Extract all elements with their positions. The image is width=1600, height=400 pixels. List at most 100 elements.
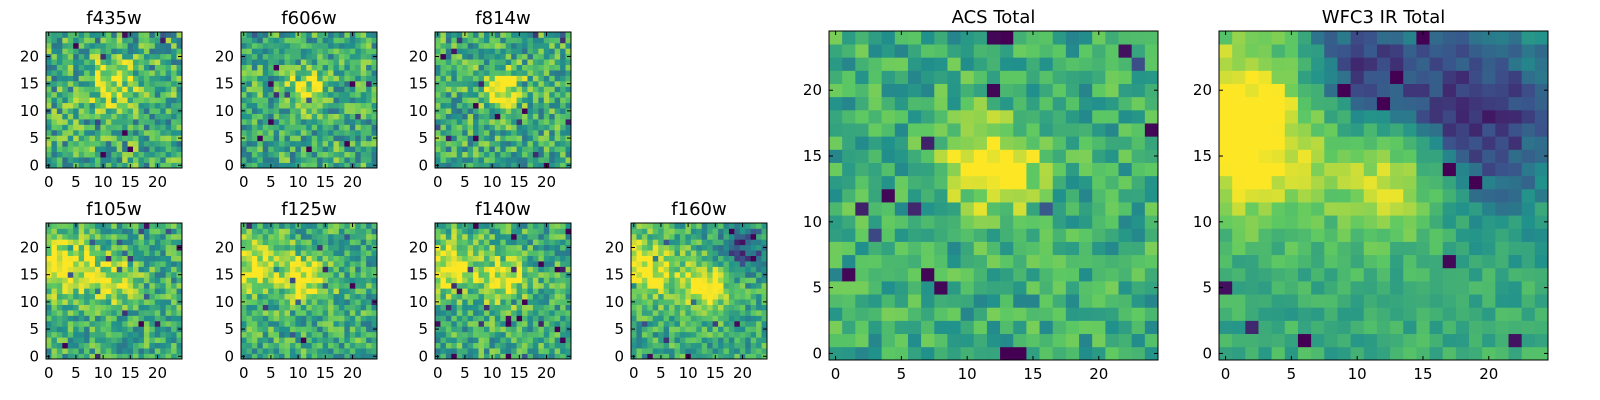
heatmap-cell (435, 342, 441, 349)
heatmap-cell (500, 277, 507, 284)
heatmap-cell (344, 233, 351, 240)
heatmap-cell (56, 113, 63, 120)
heatmap-cell (371, 59, 378, 65)
heatmap-cell (344, 342, 351, 349)
heatmap-cell (306, 233, 313, 240)
heatmap-cell (636, 282, 643, 289)
axes-frame (434, 31, 572, 169)
heatmap-cell (273, 135, 280, 142)
heatmap-cell (273, 304, 280, 311)
heatmap-cell (462, 299, 468, 305)
heatmap-cell (257, 75, 264, 82)
heatmap-cell (241, 119, 247, 125)
heatmap-cell (116, 151, 123, 158)
heatmap-cell (516, 157, 523, 163)
heatmap-cell (306, 113, 313, 120)
heatmap-cell (631, 288, 637, 295)
heatmap-cell (73, 70, 79, 76)
heatmap-cell (328, 157, 334, 163)
heatmap-cell (690, 310, 697, 316)
heatmap-cell (516, 266, 523, 273)
heatmap-cell (289, 113, 296, 120)
heatmap-cell (829, 228, 843, 242)
heatmap-cell (947, 228, 961, 242)
heatmap-cell (360, 124, 367, 131)
heatmap-cell (344, 70, 351, 76)
heatmap-cell (500, 331, 507, 338)
heatmap-cell (246, 304, 253, 311)
heatmap-cell (355, 304, 362, 311)
heatmap-cell (78, 86, 85, 93)
heatmap-cell (322, 119, 329, 125)
heatmap-cell (89, 135, 96, 142)
heatmap-cell (549, 124, 556, 131)
heatmap-cell (494, 239, 501, 246)
heatmap-cell (549, 86, 556, 93)
heatmap-cell (62, 277, 69, 284)
heatmap-cell (105, 348, 112, 354)
heatmap-cell (279, 140, 285, 147)
heatmap-cell (306, 64, 313, 71)
heatmap-cell (51, 244, 58, 251)
heatmap-cell (527, 261, 534, 267)
heatmap-cell (143, 288, 150, 295)
heatmap-cell (527, 299, 534, 305)
heatmap-cell (647, 315, 654, 322)
heatmap-cell (538, 162, 545, 169)
heatmap-cell (84, 261, 90, 267)
heatmap-cell (111, 102, 118, 109)
heatmap-cell (317, 233, 323, 240)
heatmap-cell (262, 326, 269, 333)
heatmap-cell (171, 119, 177, 125)
heatmap-cell (284, 37, 291, 44)
heatmap-cell (360, 32, 367, 38)
heatmap-cell (344, 353, 351, 360)
heatmap-cell (371, 64, 378, 71)
heatmap-cell (268, 97, 274, 104)
heatmap-cell (489, 331, 496, 338)
heatmap-cell (78, 223, 85, 229)
heatmap-cell (549, 102, 556, 109)
heatmap-cell (355, 157, 362, 163)
heatmap-cell (532, 266, 539, 273)
heatmap-cell (527, 86, 534, 93)
heatmap-cell (467, 108, 474, 114)
heatmap-cell (505, 331, 512, 338)
heatmap-cell (176, 233, 183, 240)
heatmap-cell (636, 299, 643, 305)
heatmap-cell (663, 255, 670, 262)
heatmap-cell (322, 315, 329, 322)
heatmap-cell (723, 282, 730, 289)
heatmap-cell (317, 315, 323, 322)
heatmap-cell (855, 320, 869, 335)
heatmap-cell (462, 135, 468, 142)
heatmap-cell (116, 64, 123, 71)
heatmap-cell (46, 320, 52, 327)
heatmap-cell (349, 135, 356, 142)
heatmap-cell (718, 337, 724, 344)
heatmap-cell (300, 48, 307, 55)
heatmap-cell (532, 97, 539, 104)
heatmap-cell (532, 304, 539, 311)
heatmap-cell (494, 304, 501, 311)
heatmap-cell (241, 75, 247, 82)
heatmap-cell (284, 53, 291, 60)
heatmap-cell (440, 310, 447, 316)
heatmap-cell (435, 293, 441, 300)
heatmap-cell (511, 102, 517, 109)
heatmap-cell (1079, 267, 1093, 282)
heatmap-cell (257, 250, 264, 256)
heatmap-cell (84, 48, 90, 55)
heatmap-cell (257, 37, 264, 44)
heatmap-cell (745, 331, 752, 338)
heatmap-cell (1079, 346, 1093, 361)
heatmap-cell (251, 102, 258, 109)
heatmap-cell (696, 304, 703, 311)
heatmap-cell (560, 108, 566, 114)
heatmap-cell (560, 124, 566, 131)
heatmap-cell (440, 342, 447, 349)
heatmap-cell (257, 266, 264, 273)
heatmap-cell (1000, 346, 1014, 361)
heatmap-cell (543, 228, 550, 235)
heatmap-cell (149, 277, 156, 284)
